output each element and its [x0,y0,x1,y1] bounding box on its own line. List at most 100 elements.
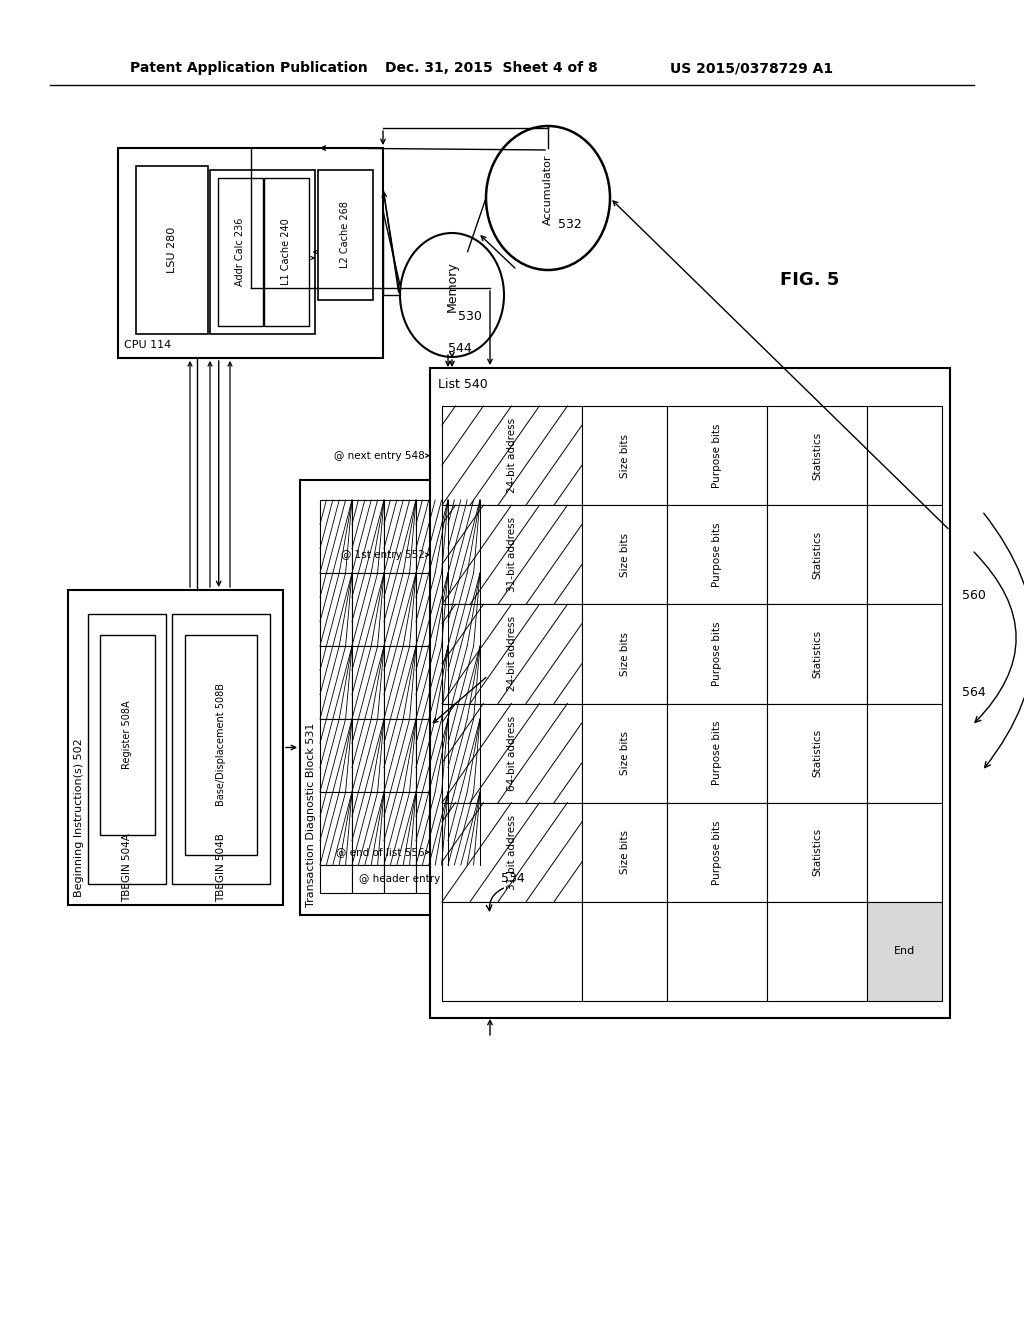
Bar [319,645,352,719]
Bar [300,480,488,915]
Bar [867,605,942,704]
Bar [319,719,352,792]
Bar [319,865,352,894]
Text: TBEGIN 504B: TBEGIN 504B [216,833,226,903]
Text: 31-bit address: 31-bit address [507,517,517,593]
Bar [416,719,449,792]
Bar [442,407,582,506]
Bar [582,506,667,605]
Text: Purpose bits: Purpose bits [712,820,722,884]
Bar [318,170,373,300]
Bar [118,148,383,358]
Bar [430,368,950,1018]
Bar [867,506,942,605]
FancyArrowPatch shape [984,513,1024,768]
Bar [384,719,416,792]
Bar [319,573,352,645]
Text: Size bits: Size bits [620,533,630,577]
Bar [172,614,270,884]
Bar [582,605,667,704]
Text: Size bits: Size bits [620,731,630,775]
Bar [667,902,767,1001]
Text: List 540: List 540 [438,378,487,391]
Bar [218,178,263,326]
Bar [442,704,582,803]
Bar [442,605,582,704]
Bar [867,803,942,902]
Bar [384,792,416,865]
Bar [667,605,767,704]
Text: 534: 534 [501,873,525,886]
Text: End: End [894,946,915,957]
Text: 31-bit address: 31-bit address [507,814,517,890]
Text: 544: 544 [449,342,472,355]
Text: FIG. 5: FIG. 5 [780,271,840,289]
Bar [667,704,767,803]
Ellipse shape [400,234,504,356]
Bar [767,605,867,704]
Text: TBEGIN 504A: TBEGIN 504A [122,833,132,903]
Text: 532: 532 [558,218,582,231]
Bar [416,573,449,645]
Bar [867,704,942,803]
Text: 560: 560 [962,589,986,602]
Text: @ 1st entry 552: @ 1st entry 552 [341,549,425,560]
Bar [319,500,352,573]
Bar [264,178,309,326]
Bar [352,573,384,645]
Bar [352,500,384,573]
Text: Size bits: Size bits [620,433,630,478]
Text: Base/Displacement 508B: Base/Displacement 508B [216,684,226,807]
Bar [867,902,942,1001]
Bar [582,902,667,1001]
Text: Beginning Instruction(s) 502: Beginning Instruction(s) 502 [74,738,84,898]
Text: Patent Application Publication: Patent Application Publication [130,61,368,75]
Text: 64-bit address: 64-bit address [507,715,517,791]
Text: Transaction Diagnostic Block 531: Transaction Diagnostic Block 531 [306,722,316,907]
Bar [767,803,867,902]
Bar [667,803,767,902]
Text: L2 Cache 268: L2 Cache 268 [340,202,350,268]
Text: LSU 280: LSU 280 [167,227,177,273]
Text: Purpose bits: Purpose bits [712,721,722,785]
Bar [384,573,416,645]
Text: 24-bit address: 24-bit address [507,418,517,494]
Bar [319,792,352,865]
Bar [767,902,867,1001]
Bar [767,407,867,506]
Text: Statistics: Statistics [812,531,822,578]
Text: Statistics: Statistics [812,432,822,479]
Bar [767,704,867,803]
Bar [449,500,480,573]
Text: Size bits: Size bits [620,632,630,676]
Bar [88,614,166,884]
Text: Statistics: Statistics [812,828,822,876]
Bar [667,506,767,605]
Bar [442,902,582,1001]
Text: Statistics: Statistics [812,729,822,777]
Text: Purpose bits: Purpose bits [712,622,722,686]
FancyArrowPatch shape [445,355,451,366]
Bar [136,166,208,334]
Text: 24-bit address: 24-bit address [507,616,517,692]
Bar [352,645,384,719]
Bar [185,635,257,855]
Bar [384,500,416,573]
Text: L1 Cache 240: L1 Cache 240 [281,219,291,285]
Bar [352,719,384,792]
Text: Accumulator: Accumulator [543,154,553,226]
Bar [416,645,449,719]
Text: Memory: Memory [445,261,459,313]
Text: 530: 530 [458,310,482,323]
Text: US 2015/0378729 A1: US 2015/0378729 A1 [670,61,834,75]
Text: @ end of list 556: @ end of list 556 [336,847,425,857]
Bar [442,803,582,902]
Bar [767,506,867,605]
Bar [416,865,449,894]
Text: Statistics: Statistics [812,630,822,678]
Text: @ next entry 548: @ next entry 548 [334,450,425,461]
Bar [449,573,480,645]
Bar [867,407,942,506]
Bar [352,792,384,865]
Bar [449,645,480,719]
